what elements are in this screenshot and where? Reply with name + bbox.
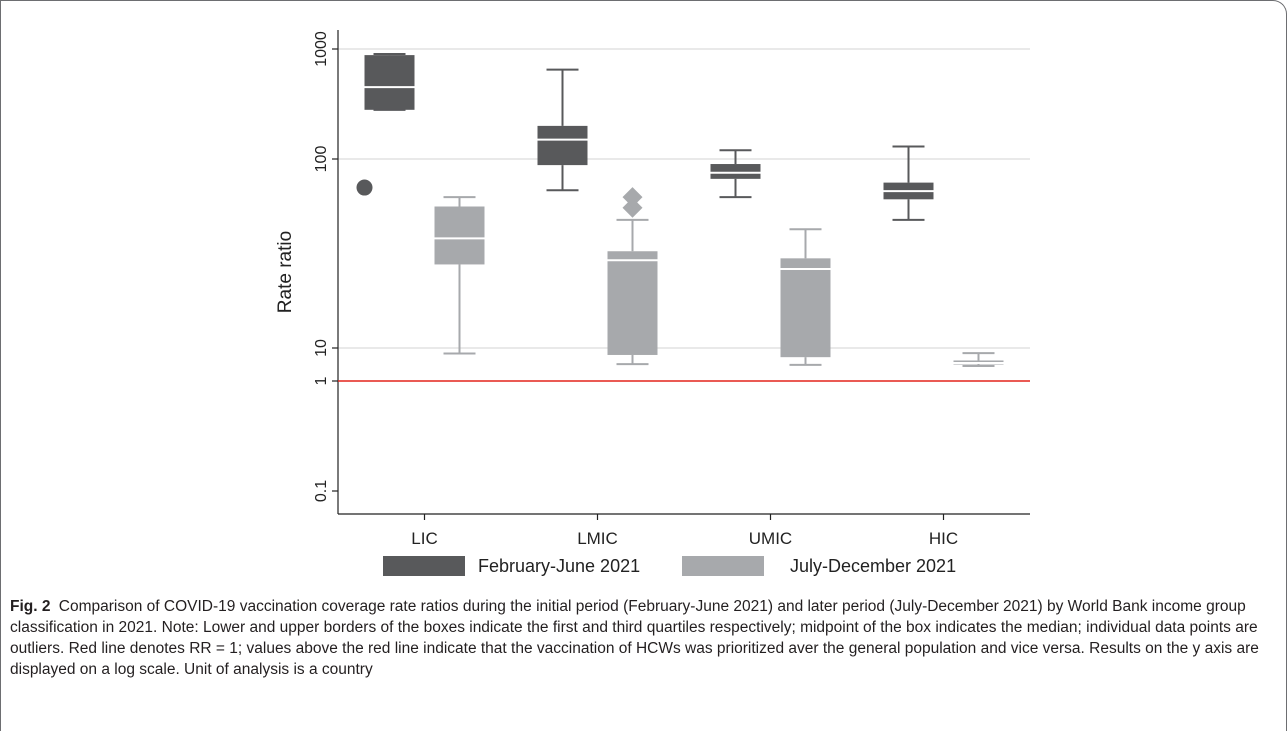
outlier-point — [356, 179, 373, 196]
legend-label: July-December 2021 — [790, 556, 956, 576]
figure-label: Fig. 2 — [10, 598, 51, 615]
x-tick-label: LMIC — [577, 529, 618, 548]
box-plot-chart: 1000 100 10 1 0.1 Rate ratio LIC LMIC UMIC HIC Feb… — [275, 30, 1030, 576]
y-tick-label: 0.1 — [313, 480, 330, 502]
y-tick-label: 1 — [313, 376, 330, 385]
x-tick-label: HIC — [929, 529, 958, 548]
box — [434, 206, 485, 265]
figure-caption-text: Comparison of COVID-19 vaccination cover… — [10, 598, 1259, 678]
legend-swatch — [682, 556, 764, 576]
legend-swatch — [383, 556, 465, 576]
box — [364, 55, 415, 110]
figure-caption: Fig. 2 Comparison of COVID-19 vaccinatio… — [10, 596, 1272, 680]
x-tick-label: UMIC — [749, 529, 792, 548]
outlier-point — [622, 197, 643, 218]
box — [607, 251, 658, 355]
y-tick-label: 1000 — [313, 31, 330, 67]
box — [780, 258, 831, 358]
legend-label: February-June 2021 — [478, 556, 640, 576]
x-tick-label: LIC — [411, 529, 437, 548]
y-tick-label: 100 — [313, 146, 330, 173]
outlier-point — [622, 187, 643, 208]
box — [710, 164, 761, 179]
y-tick-label: 10 — [313, 339, 330, 357]
figure-frame-left-border — [0, 0, 1, 731]
box — [537, 125, 588, 166]
y-axis-label: Rate ratio — [275, 231, 296, 313]
